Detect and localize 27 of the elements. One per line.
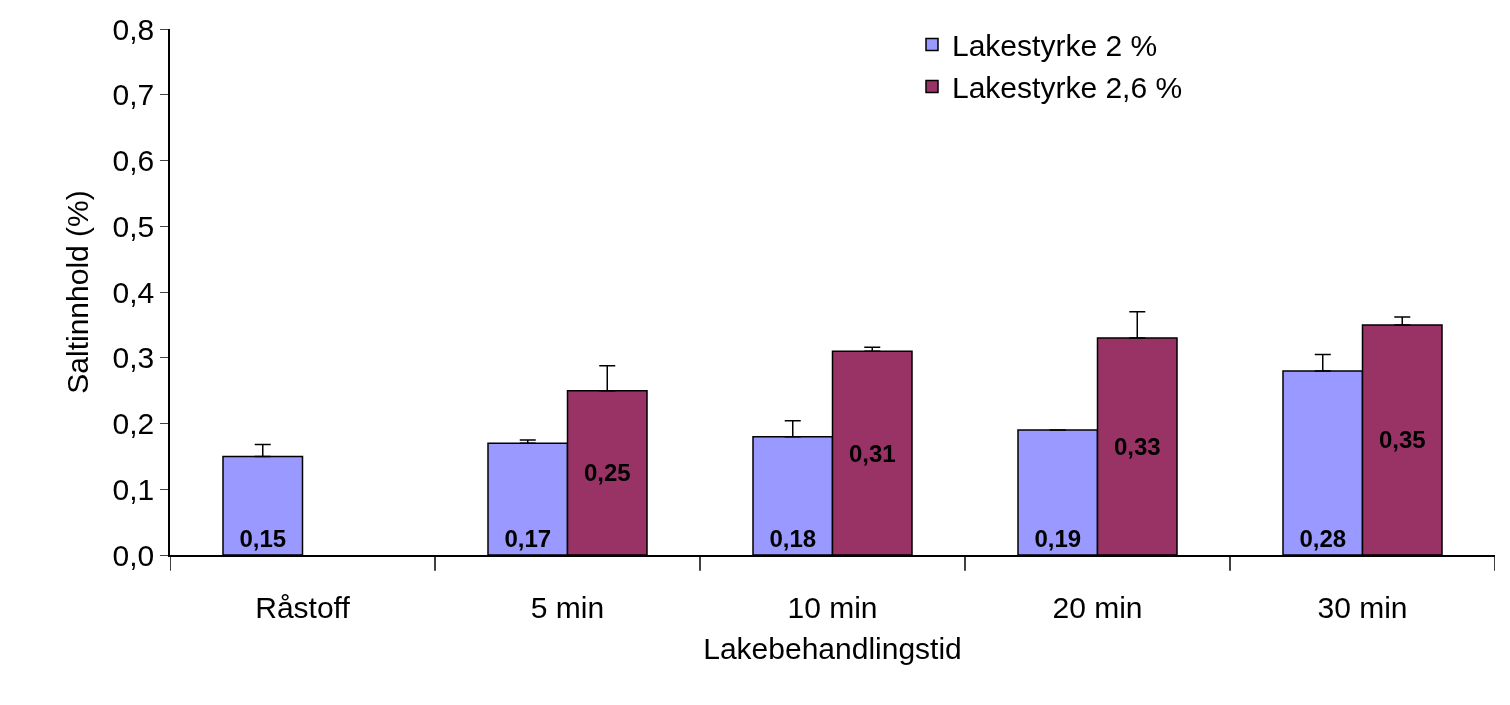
y-tick-label: 0,6 [112,144,155,177]
y-tick-label: 0,2 [112,407,155,440]
data-label: 0,18 [769,525,817,552]
x-tick-label: 5 min [530,590,605,624]
x-tick-label: 10 min [787,590,878,624]
x-axis-title: Lakebehandlingstid [703,631,962,665]
data-label: 0,19 [1034,525,1082,552]
x-tick-label: Råstoff [255,590,351,624]
y-tick-label: 0,4 [112,275,155,309]
data-label: 0,28 [1299,525,1347,552]
data-label: 0,31 [848,439,896,467]
x-tick-label: 20 min [1052,590,1143,624]
x-tick-label: 30 min [1317,590,1408,624]
y-tick-label: 0,7 [112,78,155,112]
y-tick-label: 0,1 [112,472,155,506]
y-tick-label: 0,8 [112,12,155,46]
data-label: 0,17 [504,525,552,552]
data-label: 0,15 [239,525,287,552]
legend-label: Lakestyrke 2 % [952,29,1158,63]
y-axis-title: Saltinnhold (%) [61,190,95,394]
y-tick-label: 0,0 [112,538,155,572]
legend-label: Lakestyrke 2,6 % [952,71,1183,105]
y-tick-label: 0,5 [112,209,155,243]
y-tick-label: 0,3 [112,341,155,375]
data-label: 0,25 [583,459,631,487]
data-label: 0,35 [1378,426,1426,454]
data-label: 0,33 [1113,433,1161,461]
